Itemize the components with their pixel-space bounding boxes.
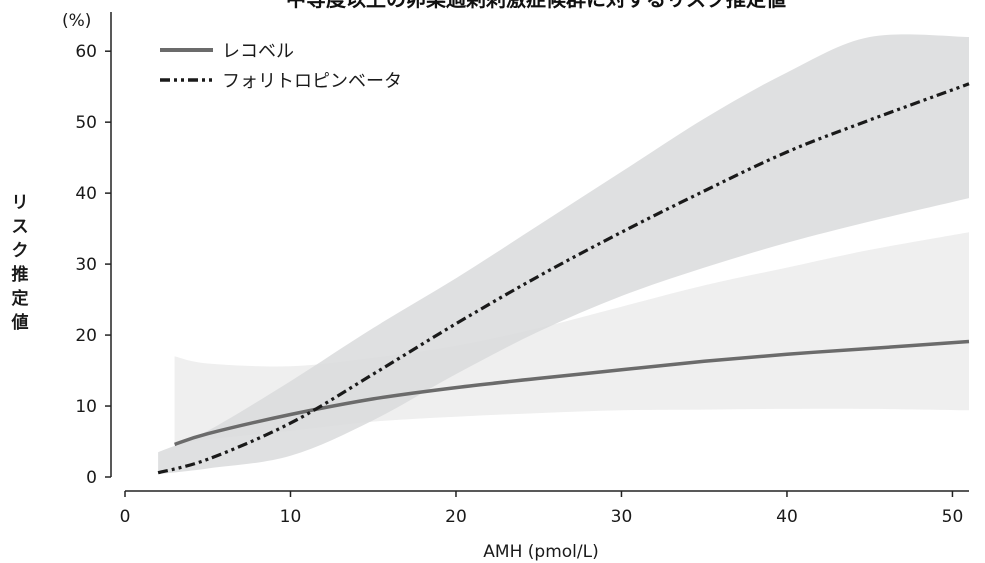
- y-tick-label: 10: [75, 397, 97, 417]
- y-axis-title-char: リ: [12, 193, 29, 213]
- plot-area: [157, 34, 970, 475]
- y-tick-label: 30: [75, 255, 97, 275]
- x-tick-label: 0: [120, 507, 131, 527]
- y-tick-label: 40: [75, 184, 97, 204]
- legend-label-recovelle: レコベル: [222, 41, 294, 62]
- x-tick-label: 20: [445, 507, 467, 527]
- legend-label-follitropin-beta: フォリトロピンベータ: [222, 71, 402, 92]
- y-ticks: 0 10 20 30 40 50 60: [75, 42, 111, 488]
- x-axis-title: AMH (pmol/L): [483, 542, 598, 562]
- y-axis-title-char: ク: [12, 241, 29, 261]
- y-tick-label: 20: [75, 326, 97, 346]
- y-tick-label: 0: [86, 468, 97, 488]
- confidence-bands: [158, 34, 970, 475]
- x-ticks: 0 10 20 30 40 50: [120, 491, 964, 527]
- axes: 0 10 20 30 40 50 0 10 20 30 40 50 60: [75, 12, 969, 527]
- series-line-recovelle: [174, 339, 970, 447]
- y-axis-title-char: 推: [12, 264, 29, 285]
- ci-band-follitropin-beta: [158, 34, 970, 475]
- chart-title: 中等度以上の卵巣過剰刺激症候群に対するリスク推定値: [286, 0, 786, 11]
- y-tick-label: 50: [75, 113, 97, 133]
- x-tick-label: 10: [280, 507, 302, 527]
- x-tick-label: 50: [942, 507, 964, 527]
- y-axis-title-char: ス: [12, 217, 29, 237]
- x-tick-label: 40: [776, 507, 798, 527]
- y-tick-label: 60: [75, 42, 97, 62]
- y-axis-title-char: 定: [12, 288, 29, 309]
- series-lines: [157, 82, 970, 475]
- y-axis-title-char: 値: [11, 312, 29, 333]
- series-line-follitropin-beta: [157, 82, 970, 475]
- x-tick-label: 30: [611, 507, 633, 527]
- y-unit-label: (%): [62, 11, 91, 31]
